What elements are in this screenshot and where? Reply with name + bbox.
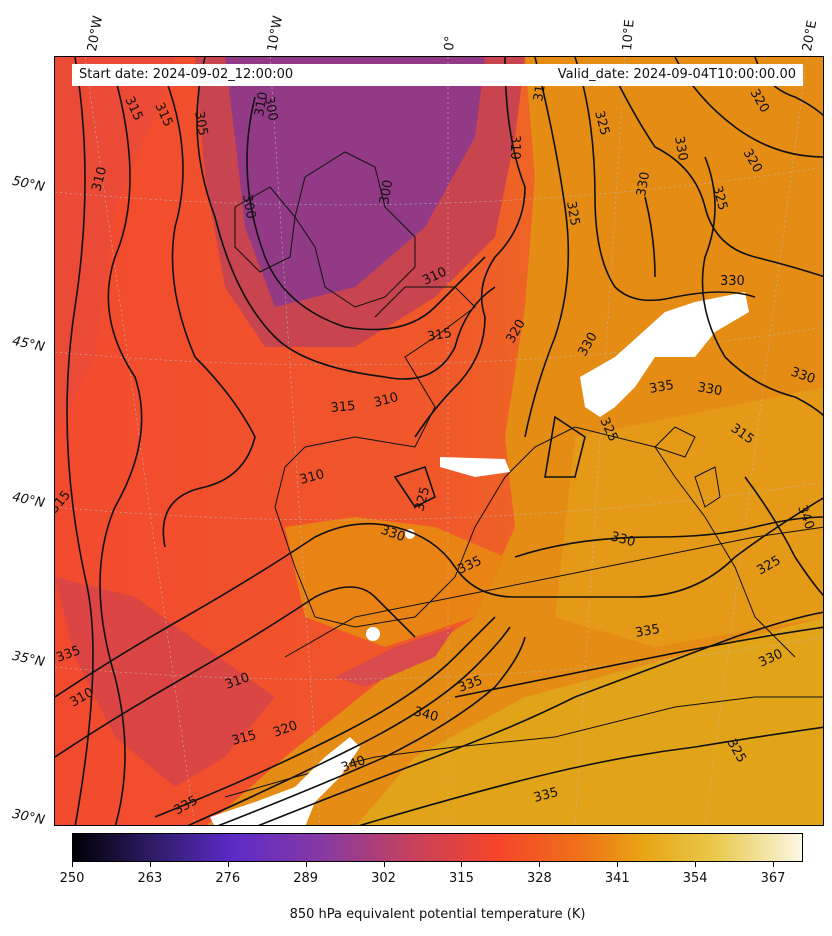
contour-label: 31 <box>531 84 549 103</box>
colorbar-tick-label: 341 <box>604 871 630 886</box>
colorbar-tick <box>773 862 775 867</box>
contour-label: 310 <box>507 135 522 160</box>
warm-iberia <box>285 517 505 647</box>
contour-label: 325 <box>709 184 730 212</box>
contour-label: 300 <box>377 179 396 206</box>
contour-label: 300 <box>261 95 280 122</box>
colorbar-tick-label: 276 <box>215 871 241 886</box>
cold-core <box>225 57 485 307</box>
lat-label-50n: 50°N <box>10 173 46 196</box>
start-date-label: Start date: 2024-09-02_12:00:00 <box>79 67 294 82</box>
contour-label: 330 <box>671 135 690 162</box>
map-svg: 315 315 305 300 310 300 310 300 310 31 3… <box>55 57 823 825</box>
colorbar-tick-label: 250 <box>59 871 85 886</box>
contour-lines <box>55 57 823 825</box>
contour-label: 330 <box>720 274 745 289</box>
graticule <box>55 57 823 825</box>
colorbar-tick-label: 302 <box>371 871 396 886</box>
contour-label: 300 <box>239 193 258 220</box>
colorbar-label: 850 hPa equivalent potential temperature… <box>289 907 586 922</box>
lat-label-40n: 40°N <box>10 489 46 512</box>
colorbar-tick-label: 328 <box>526 871 552 886</box>
colorbar-tick-label: 263 <box>137 871 163 886</box>
contour-label: 315 <box>330 399 356 416</box>
contour-label: 325 <box>412 485 433 513</box>
lon-label-20e: 20°E <box>800 19 821 53</box>
contour-label: 330 <box>696 380 723 399</box>
contour-label: 340 <box>412 704 440 725</box>
colorbar-tick <box>149 862 151 867</box>
info-bar: Start date: 2024-09-02_12:00:00 Valid_da… <box>72 64 803 86</box>
lat-label-35n: 35°N <box>10 648 46 671</box>
colorbar-tick-label: 289 <box>293 871 319 886</box>
lat-label-30n: 30°N <box>10 806 46 829</box>
hot-region-east <box>555 387 823 647</box>
colorbar-tick <box>305 862 307 867</box>
contour-label: 310 <box>252 91 271 118</box>
contour-label: 335 <box>532 785 560 806</box>
contour-label: 315 <box>230 728 258 749</box>
lon-label-0: 0° <box>442 35 459 52</box>
map-panel[interactable]: 315 315 305 300 310 300 310 300 310 31 3… <box>54 56 824 826</box>
contour-label: 330 <box>634 171 653 198</box>
contour-label: 310 <box>89 165 110 193</box>
contour-label: 315 <box>426 326 453 345</box>
contour-label: 335 <box>648 378 675 397</box>
coastlines <box>224 151 823 798</box>
lon-label-10e: 10°E <box>620 18 638 52</box>
colorbar-tick-label: 354 <box>682 871 708 886</box>
lat-label-45n: 45°N <box>10 333 46 356</box>
colorbar-tick-label: 315 <box>449 871 474 886</box>
colorbar-tick <box>539 862 541 867</box>
colorbar-tick <box>461 862 463 867</box>
colorbar-tick <box>695 862 697 867</box>
contour-label-group: 315 315 305 300 310 300 310 300 310 31 3… <box>55 84 817 819</box>
colorbar <box>72 833 803 862</box>
contour-label: 330 <box>609 529 637 550</box>
contour-label: 310 <box>298 467 326 488</box>
colorbar-tick <box>383 862 385 867</box>
hot-region-south <box>356 617 823 825</box>
contour-label: 335 <box>634 622 661 641</box>
lon-label-20w: 20°W <box>85 14 107 53</box>
cool-tongue <box>335 627 455 687</box>
cool-southwest <box>55 577 275 787</box>
colorbar-tick <box>617 862 619 867</box>
contour-label: 310 <box>372 390 400 411</box>
valid-date-label: Valid_date: 2024-09-04T10:00:00.00 <box>557 67 796 82</box>
contour-label: 305 <box>191 110 210 137</box>
colorbar-tick <box>227 862 229 867</box>
colorbar-tick-label: 367 <box>760 871 786 886</box>
colorbar-tick <box>72 862 73 867</box>
contour-label: 325 <box>591 109 612 137</box>
lon-label-10w: 10°W <box>265 14 287 53</box>
contour-label: 325 <box>563 200 582 227</box>
